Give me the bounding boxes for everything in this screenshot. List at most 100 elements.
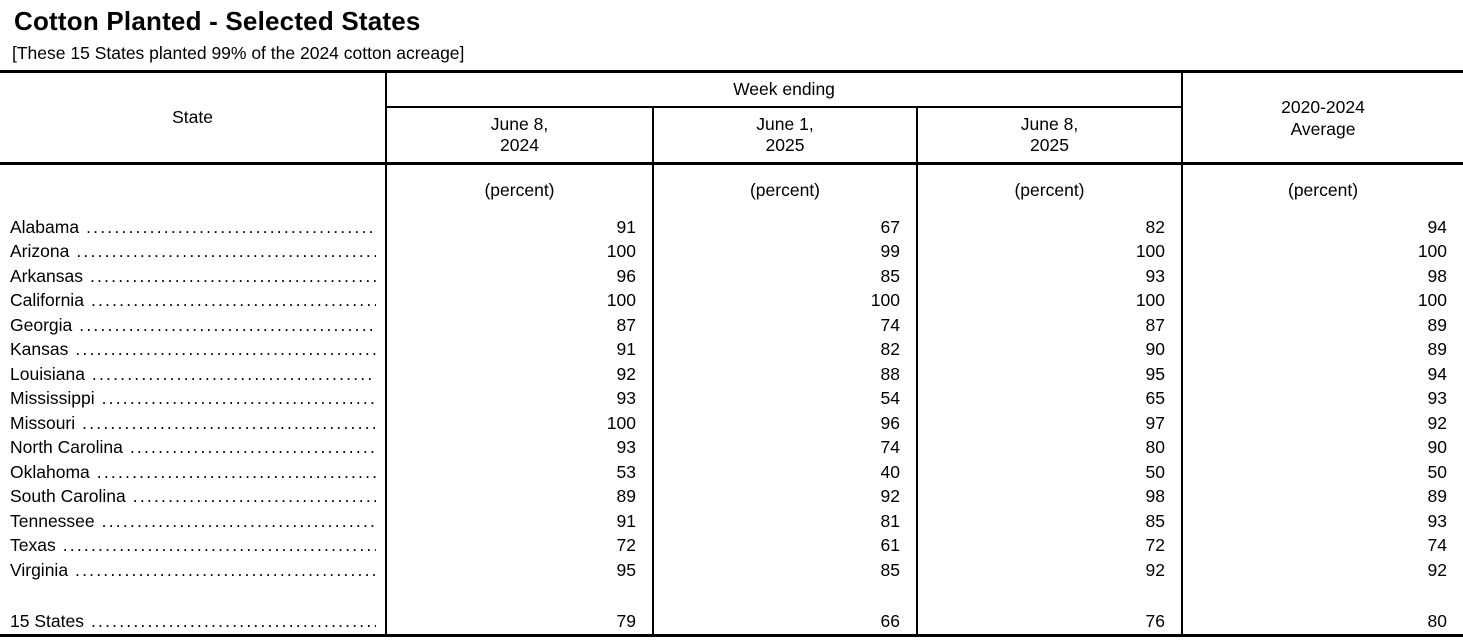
value-cell: 85 [915, 509, 1183, 534]
value-cell: 72 [915, 533, 1183, 558]
value-cell: 65 [915, 386, 1183, 411]
date-line1: June 8, [490, 114, 549, 134]
value-cell: 53 [385, 460, 653, 485]
state-cell: Georgia [0, 313, 386, 338]
value-cell: 100 [1181, 239, 1463, 264]
value-cell: 93 [915, 264, 1183, 289]
value-cell: 92 [1181, 558, 1463, 583]
table-row: Texas72617274 [0, 533, 1463, 558]
state-label: Mississippi [10, 388, 95, 409]
page-title: Cotton Planted - Selected States [14, 6, 421, 36]
value-cell: 91 [385, 509, 653, 534]
dot-leader [82, 413, 376, 434]
state-cell: California [0, 289, 386, 314]
value-cell: 100 [652, 288, 917, 313]
date-line2: 2025 [765, 135, 805, 155]
spacer-cell [1181, 582, 1463, 609]
date-line1: June 1, [756, 114, 814, 134]
unit-label: (percent) [652, 163, 917, 215]
spacer-cell [915, 582, 1183, 609]
value-cell: 93 [385, 386, 653, 411]
value-cell: 50 [1181, 460, 1463, 485]
value-cell: 100 [915, 239, 1183, 264]
state-label: California [10, 290, 84, 311]
state-cell: Oklahoma [0, 460, 386, 485]
state-cell: Mississippi [0, 387, 386, 412]
state-label: Texas [10, 535, 56, 556]
dot-leader [130, 437, 376, 458]
value-cell: 89 [385, 484, 653, 509]
value-cell: 95 [385, 558, 653, 583]
value-cell: 87 [915, 313, 1183, 338]
date-column-header-june1-2025: June 1, 2025 [652, 107, 917, 165]
spacer-row [0, 582, 1463, 609]
value-cell: 76 [915, 608, 1183, 635]
value-cell: 85 [652, 264, 917, 289]
table-row: Oklahoma53405050 [0, 460, 1463, 485]
average-header-line2: Average [1290, 118, 1356, 139]
week-ending-header: Week ending [384, 71, 1183, 108]
spacer-cell [652, 582, 917, 609]
dot-leader [92, 364, 376, 385]
value-cell: 100 [1181, 288, 1463, 313]
state-cell: Arizona [0, 240, 386, 265]
value-cell: 93 [1181, 386, 1463, 411]
dot-leader [91, 611, 376, 632]
state-label: Oklahoma [10, 461, 90, 482]
table-body: (percent) (percent) (percent) (percent) … [0, 163, 1463, 635]
dot-leader [63, 535, 376, 556]
value-cell: 94 [1181, 362, 1463, 387]
value-cell: 89 [1181, 484, 1463, 509]
value-cell: 92 [385, 362, 653, 387]
state-label: Louisiana [10, 363, 85, 384]
value-cell: 88 [652, 362, 917, 387]
value-cell: 93 [385, 435, 653, 460]
dot-leader [102, 511, 376, 532]
table-header: State Week ending 2020-2024 Average June… [0, 71, 1463, 165]
value-cell: 91 [385, 215, 653, 240]
state-cell: Missouri [0, 411, 386, 436]
state-label: North Carolina [10, 437, 123, 458]
table-row: Arizona10099100100 [0, 239, 1463, 265]
state-label: Virginia [10, 559, 69, 580]
value-cell: 74 [1181, 533, 1463, 558]
value-cell: 66 [652, 608, 917, 635]
dot-leader [97, 462, 376, 483]
value-cell: 99 [652, 239, 917, 264]
state-label: 15 States [10, 610, 84, 631]
value-cell: 96 [652, 411, 917, 436]
state-label: Arizona [10, 241, 70, 262]
value-cell: 95 [915, 362, 1183, 387]
value-cell: 81 [652, 509, 917, 534]
value-cell: 89 [1181, 337, 1463, 362]
unit-label: (percent) [1181, 163, 1463, 215]
value-cell: 82 [652, 337, 917, 362]
spacer-cell [0, 583, 386, 609]
value-cell: 40 [652, 460, 917, 485]
state-cell: North Carolina [0, 436, 386, 461]
dot-leader [86, 217, 376, 238]
state-label: Georgia [10, 314, 73, 335]
value-cell: 100 [385, 411, 653, 436]
dot-leader [79, 315, 376, 336]
date-line2: 2025 [1030, 135, 1069, 155]
value-cell: 85 [652, 558, 917, 583]
dot-leader [76, 241, 376, 262]
state-label: Arkansas [10, 265, 83, 286]
state-label: Kansas [10, 339, 69, 360]
date-header-row: June 8, 2024 June 1, 2025 June 8, 2025 [0, 107, 1463, 165]
value-cell: 74 [652, 435, 917, 460]
value-cell: 89 [1181, 313, 1463, 338]
average-header-line1: 2020-2024 [1281, 96, 1365, 117]
state-cell: Louisiana [0, 362, 386, 387]
unit-label: (percent) [915, 163, 1183, 215]
value-cell: 93 [1181, 509, 1463, 534]
value-cell: 100 [385, 239, 653, 264]
value-cell: 90 [915, 337, 1183, 362]
value-cell: 80 [915, 435, 1183, 460]
